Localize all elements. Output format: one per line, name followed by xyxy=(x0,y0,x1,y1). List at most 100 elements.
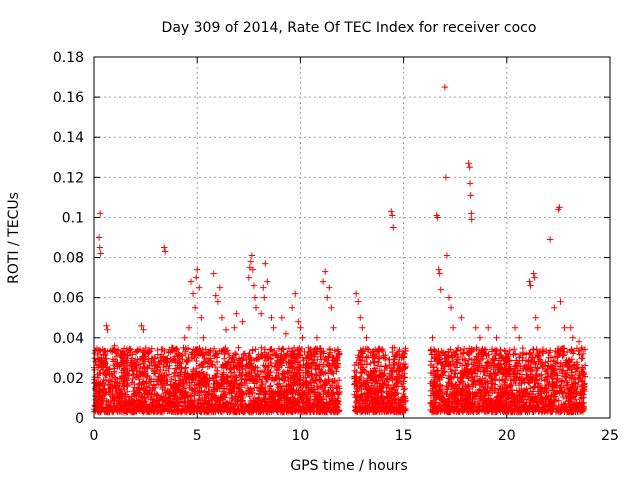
data-point xyxy=(319,278,327,285)
data-point xyxy=(252,304,260,311)
data-point xyxy=(391,344,398,352)
data-point xyxy=(437,286,444,293)
data-point xyxy=(468,216,475,223)
data-point xyxy=(569,334,577,341)
data-point xyxy=(268,314,275,321)
dense-band-segment xyxy=(427,344,589,416)
data-point xyxy=(369,354,376,362)
data-point xyxy=(352,290,360,297)
data-point xyxy=(175,350,182,358)
dense-band-segment xyxy=(351,344,409,416)
x-tick-label: 20 xyxy=(498,428,516,444)
data-point xyxy=(468,210,475,217)
data-point xyxy=(313,334,321,341)
data-point xyxy=(389,212,396,219)
data-point xyxy=(305,344,312,352)
data-point xyxy=(531,274,538,281)
data-point xyxy=(567,324,574,331)
data-point xyxy=(485,324,492,331)
data-point xyxy=(191,304,199,311)
data-point xyxy=(94,374,102,382)
data-point xyxy=(119,358,127,366)
data-point xyxy=(216,284,224,291)
data-point xyxy=(466,164,473,171)
data-point xyxy=(140,326,147,333)
data-point xyxy=(212,292,219,299)
data-point xyxy=(206,348,213,356)
data-point xyxy=(251,294,259,301)
data-point xyxy=(467,192,474,199)
data-point xyxy=(328,304,335,311)
plot-frame xyxy=(93,56,611,419)
data-point xyxy=(231,324,238,331)
data-point xyxy=(187,278,195,285)
data-point xyxy=(245,274,252,281)
data-point xyxy=(511,324,519,331)
data-point xyxy=(400,350,407,358)
data-point xyxy=(111,342,118,349)
x-tick-label: 25 xyxy=(601,428,619,444)
data-point xyxy=(299,334,306,341)
data-point xyxy=(556,204,563,211)
data-point xyxy=(160,244,168,251)
data-point xyxy=(196,284,203,291)
data-point xyxy=(388,208,395,215)
data-point xyxy=(292,290,299,297)
data-point xyxy=(363,334,370,341)
x-tick-label: 15 xyxy=(395,428,413,444)
data-point xyxy=(247,258,255,265)
data-point xyxy=(445,294,453,301)
data-point xyxy=(435,266,442,273)
data-point xyxy=(443,252,451,259)
data-point xyxy=(198,314,205,321)
data-point xyxy=(189,290,197,297)
data-point xyxy=(200,334,207,341)
data-point xyxy=(257,310,265,317)
data-point xyxy=(398,354,405,362)
data-point xyxy=(476,334,484,341)
data-point xyxy=(260,284,267,291)
data-point xyxy=(466,180,474,187)
data-point xyxy=(96,244,103,251)
data-point xyxy=(530,270,537,277)
data-point xyxy=(95,234,103,241)
data-point xyxy=(270,324,277,331)
data-point xyxy=(169,344,176,352)
data-point xyxy=(278,314,286,321)
data-point xyxy=(493,334,500,341)
y-tick-label: 0.04 xyxy=(53,331,84,347)
data-point xyxy=(162,248,169,255)
data-point xyxy=(103,364,110,372)
data-point xyxy=(326,284,333,291)
data-point xyxy=(218,314,226,321)
data-point xyxy=(321,268,329,275)
data-point xyxy=(214,298,222,305)
data-point xyxy=(442,174,450,181)
data-point xyxy=(324,294,331,301)
y-tick-label: 0.06 xyxy=(53,291,84,307)
dense-data-band xyxy=(90,344,589,416)
data-point xyxy=(330,324,337,331)
y-tick-label: 0.16 xyxy=(53,90,84,106)
data-point xyxy=(434,214,441,221)
data-point xyxy=(249,266,257,273)
data-point xyxy=(449,324,457,331)
data-point xyxy=(96,210,104,217)
data-point xyxy=(354,298,362,305)
x-tick-label: 0 xyxy=(90,428,99,444)
data-point xyxy=(390,224,397,231)
data-point xyxy=(250,282,258,289)
data-point xyxy=(458,314,465,321)
x-tick-label: 10 xyxy=(291,428,309,444)
data-point xyxy=(98,354,105,362)
data-point xyxy=(447,304,455,311)
data-point xyxy=(499,354,506,362)
y-tick-label: 0.12 xyxy=(53,170,84,186)
data-point xyxy=(233,310,240,317)
y-tick-label: 0.02 xyxy=(53,371,84,387)
data-point xyxy=(359,324,366,331)
data-point xyxy=(97,250,104,257)
data-point xyxy=(357,314,364,321)
data-point xyxy=(546,236,554,243)
